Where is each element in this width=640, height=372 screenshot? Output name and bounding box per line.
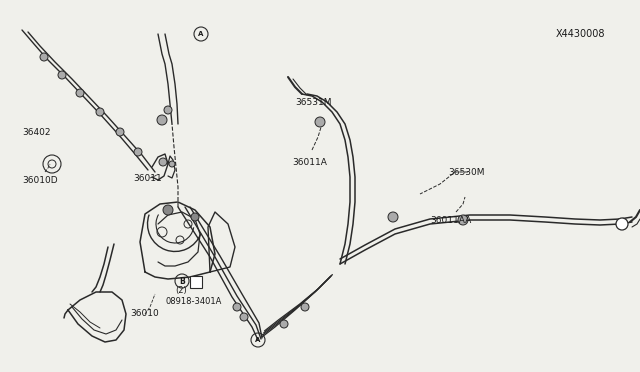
Text: (2): (2) — [175, 285, 187, 295]
Text: X4430008: X4430008 — [556, 29, 605, 39]
Text: 36402: 36402 — [22, 128, 51, 137]
Circle shape — [163, 205, 173, 215]
Text: 08918-3401A: 08918-3401A — [165, 298, 221, 307]
Text: 36011A: 36011A — [292, 157, 327, 167]
Text: 36011AA: 36011AA — [430, 215, 471, 224]
Circle shape — [191, 213, 199, 221]
Circle shape — [164, 106, 172, 114]
Circle shape — [157, 115, 167, 125]
Text: 36010: 36010 — [130, 310, 159, 318]
Circle shape — [96, 108, 104, 116]
Circle shape — [315, 117, 325, 127]
Circle shape — [169, 161, 175, 167]
Circle shape — [240, 313, 248, 321]
Circle shape — [616, 218, 628, 230]
Circle shape — [458, 215, 468, 225]
Circle shape — [388, 212, 398, 222]
Text: A: A — [198, 31, 204, 37]
Bar — [190, 276, 202, 288]
Text: 36010D: 36010D — [22, 176, 58, 185]
Circle shape — [40, 53, 48, 61]
Circle shape — [159, 158, 167, 166]
Text: 36530M: 36530M — [448, 167, 484, 176]
Circle shape — [58, 71, 66, 79]
Text: A: A — [255, 337, 260, 343]
Text: 36011: 36011 — [133, 173, 162, 183]
Text: B: B — [179, 276, 185, 285]
Circle shape — [76, 89, 84, 97]
Circle shape — [233, 303, 241, 311]
Circle shape — [134, 148, 142, 156]
Circle shape — [301, 303, 309, 311]
Text: 36531M: 36531M — [295, 97, 332, 106]
Circle shape — [116, 128, 124, 136]
Circle shape — [280, 320, 288, 328]
